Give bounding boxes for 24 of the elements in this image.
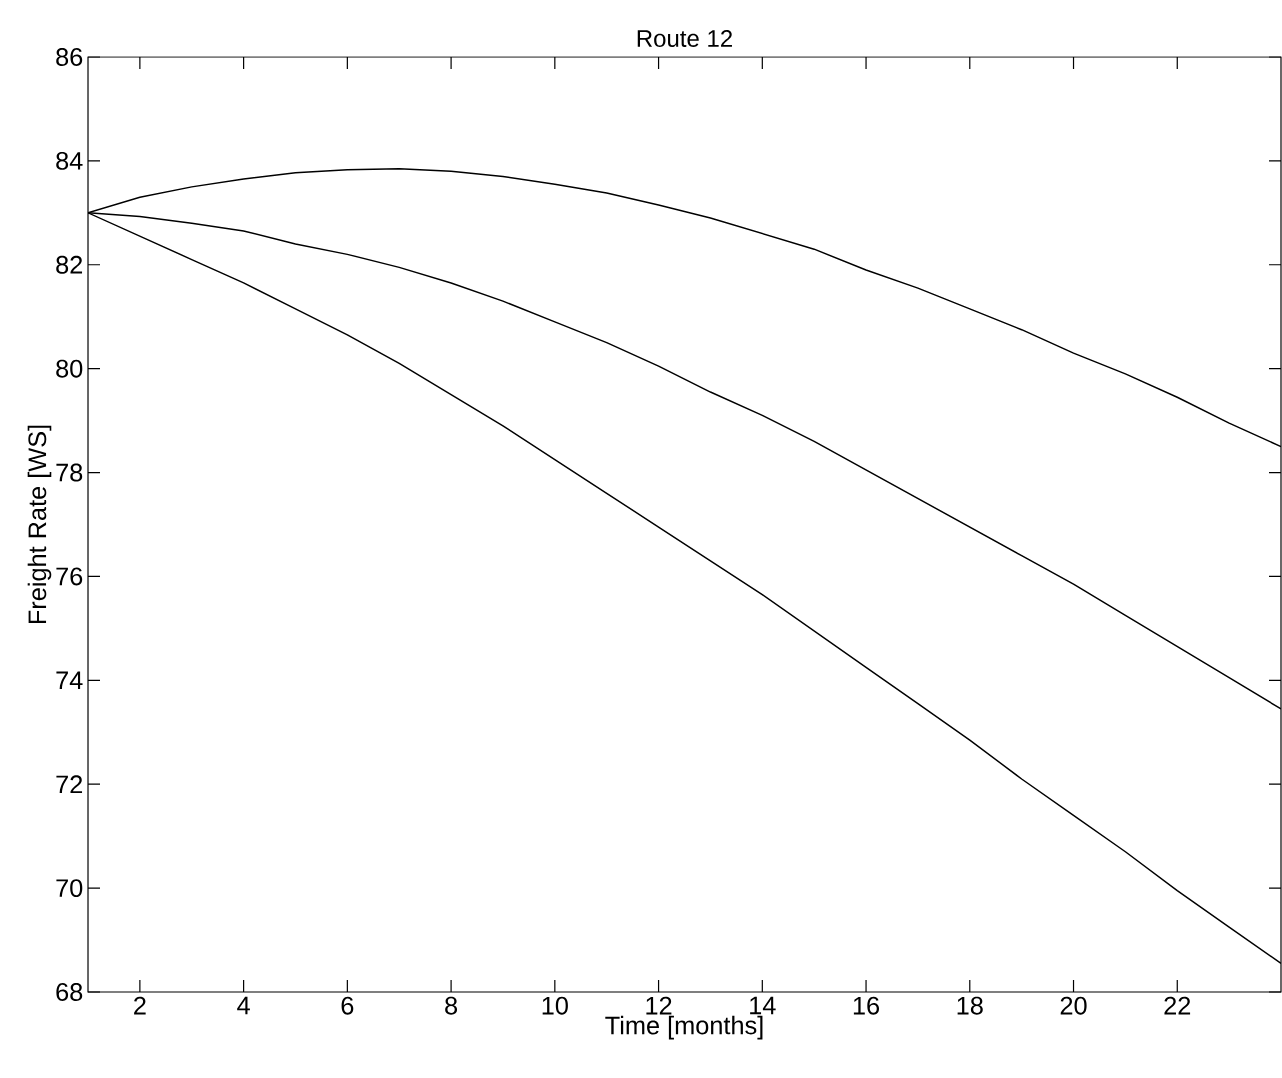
y-tick-label: 80 <box>56 359 83 378</box>
x-axis-title: Time [months] <box>605 1015 763 1040</box>
x-tick-label: 2 <box>134 996 146 1015</box>
y-tick-label: 84 <box>56 151 83 170</box>
x-tick-label: 22 <box>1164 996 1191 1015</box>
chart-title: Route 12 <box>637 29 732 47</box>
y-tick-label: 68 <box>56 983 83 1001</box>
x-tick-label: 6 <box>341 996 354 1015</box>
y-tick-label: 78 <box>56 463 83 482</box>
y-tick-label: 86 <box>56 48 83 66</box>
x-tick-label: 8 <box>445 996 458 1015</box>
y-tick-label: 72 <box>56 775 83 794</box>
x-tick-label: 12 <box>646 996 672 1015</box>
x-tick-label: 10 <box>542 996 568 1015</box>
x-tick-label: 14 <box>750 996 776 1015</box>
y-tick-label: 76 <box>56 567 83 586</box>
x-tick-label: 16 <box>853 996 880 1015</box>
y-tick-label: 82 <box>56 255 83 274</box>
y-tick-label: 70 <box>56 879 83 898</box>
y-tick-label: 74 <box>56 671 83 690</box>
x-tick-label: 18 <box>957 996 983 1015</box>
x-tick-label: 20 <box>1060 996 1087 1015</box>
x-tick-label: 4 <box>237 996 250 1015</box>
y-axis-title: Freight Rate [WS] <box>27 425 52 624</box>
